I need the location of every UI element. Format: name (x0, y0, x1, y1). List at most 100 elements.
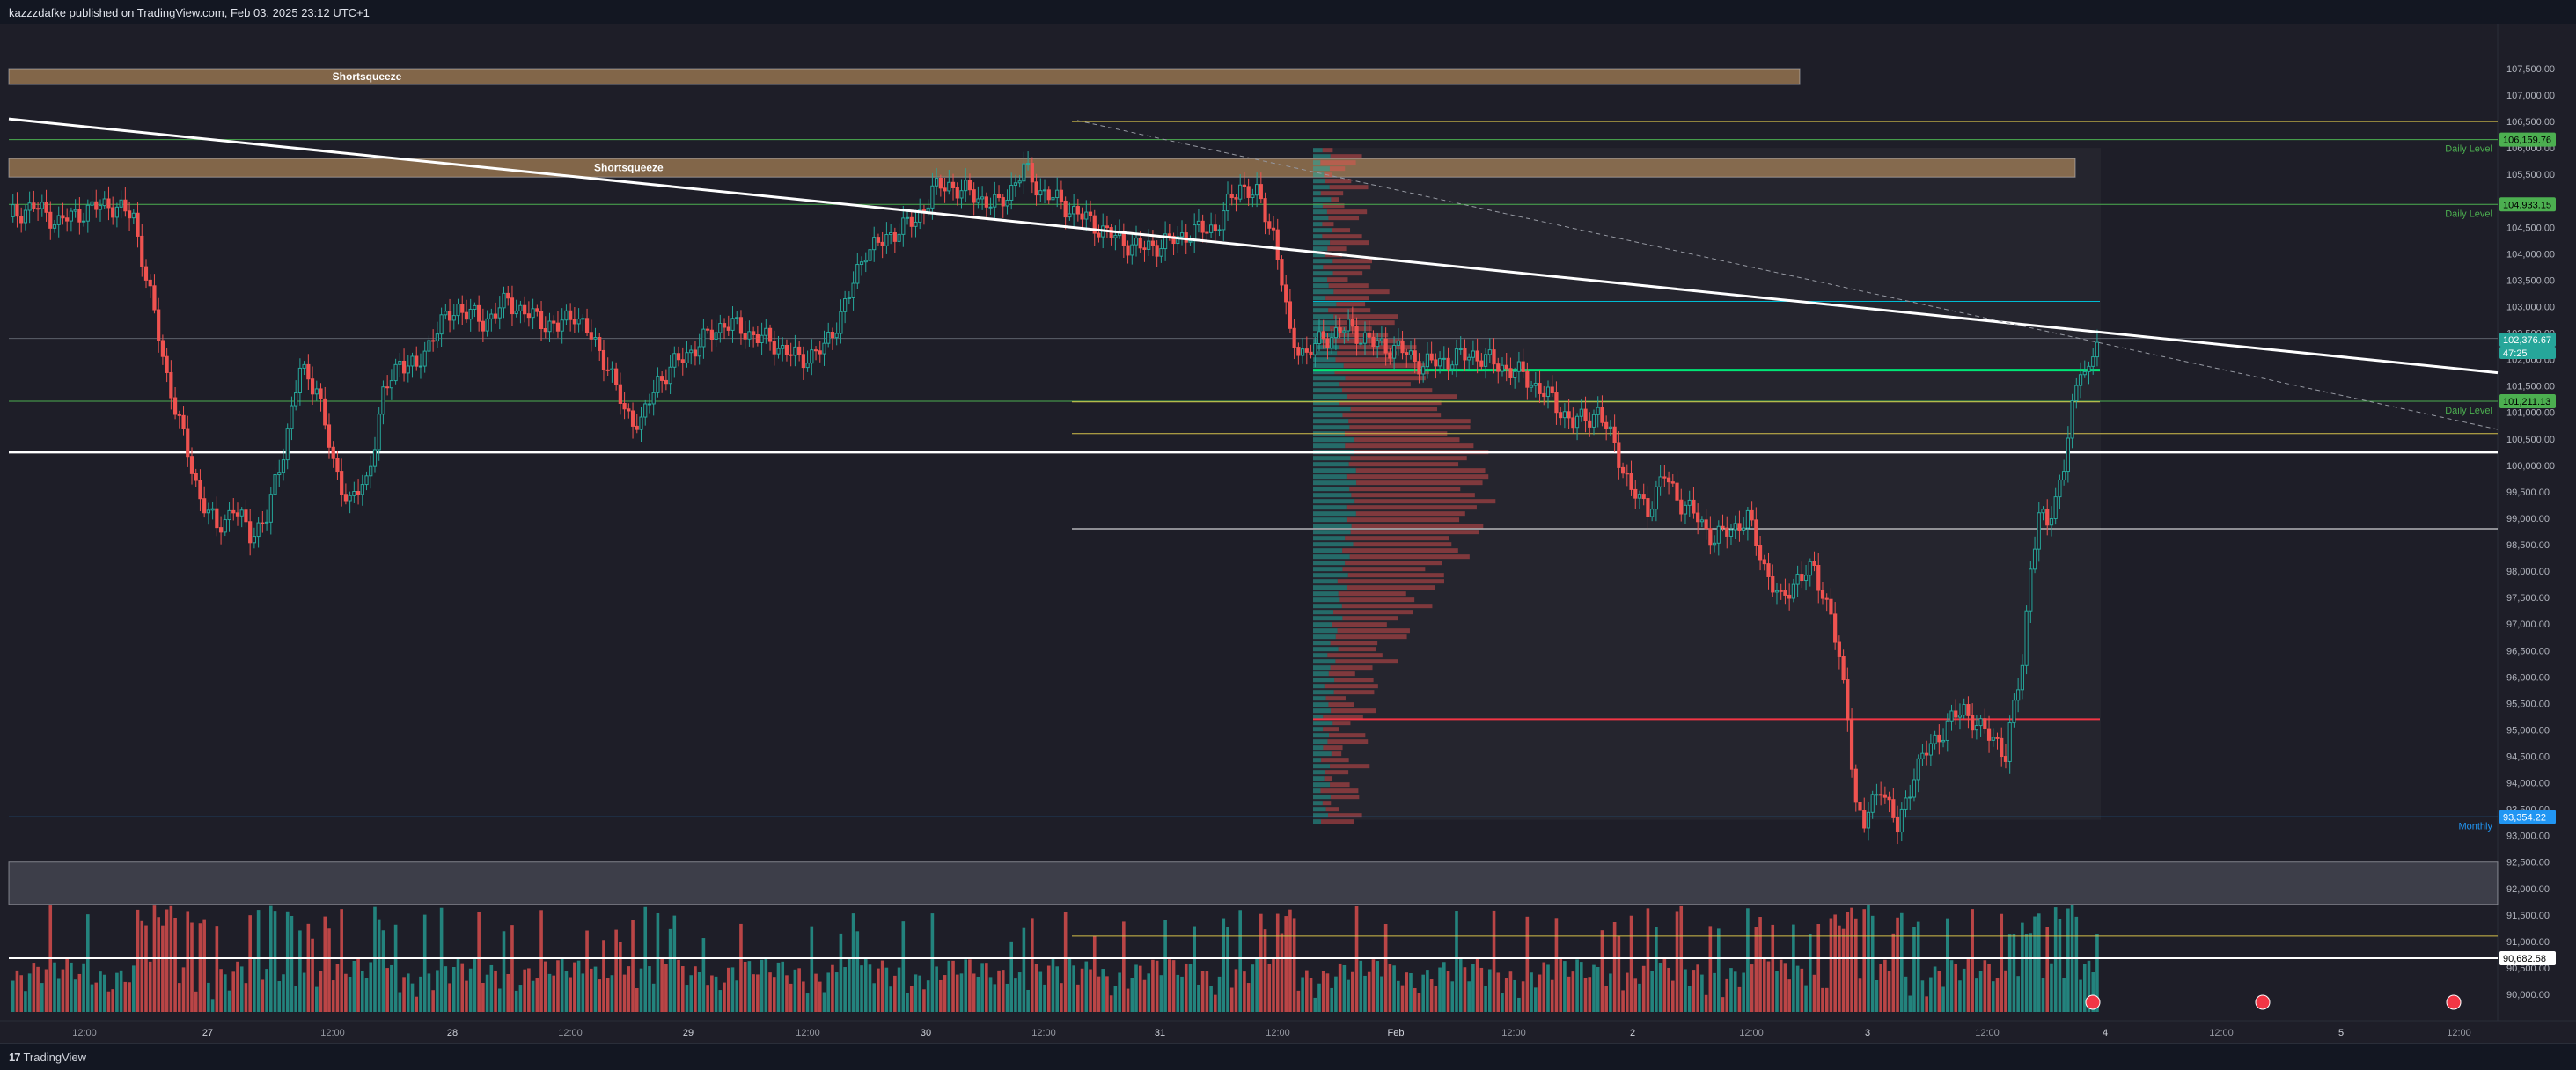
volume-bar (2091, 972, 2095, 1012)
profile-bar-up (1313, 659, 1336, 664)
volume-bar (1596, 966, 1600, 1012)
candle-down (401, 360, 407, 374)
candle-down (1275, 229, 1280, 260)
candle-down (784, 344, 789, 355)
candle-up (547, 320, 552, 333)
profile-bar-up (1313, 597, 1340, 603)
volume-bar (202, 919, 206, 1012)
profile-bar-up (1313, 591, 1339, 597)
volume-bar (331, 980, 335, 1012)
volume-bar (1650, 971, 1654, 1012)
price-tick: 94,500.00 (2506, 751, 2550, 762)
candle-up (2062, 471, 2066, 480)
candle-up (2024, 610, 2029, 666)
candle-up (393, 363, 398, 382)
volume-bar (1138, 965, 1142, 1012)
volume-bar (810, 926, 814, 1012)
candle-down (635, 425, 639, 430)
profile-bar-down (1338, 647, 1376, 652)
candle-down (1080, 213, 1084, 220)
candle-down (2003, 756, 2008, 762)
candle-up (935, 177, 939, 187)
volume-bar (1713, 972, 1716, 1012)
volume-bar (2066, 908, 2070, 1012)
volume-bar (1887, 971, 1891, 1012)
candle-down (1475, 350, 1479, 362)
profile-bar-up (1313, 370, 1335, 375)
candle-down (1750, 509, 1754, 521)
profile-bar-down (1348, 419, 1471, 424)
candle-down (1559, 412, 1563, 419)
candle-down (569, 310, 573, 320)
volume-bar (1563, 961, 1567, 1012)
volume-bar (585, 930, 589, 1012)
profile-bar-up (1313, 758, 1322, 763)
profile-bar-down (1327, 739, 1369, 744)
volume-bar (1675, 911, 1679, 1012)
candle-up (855, 264, 860, 284)
candle-down (584, 318, 590, 333)
volume-bar (531, 980, 535, 1012)
volume-bar (743, 961, 747, 1012)
volume-bar (298, 930, 302, 1012)
volume-bar (269, 905, 273, 1012)
profile-bar-up (1313, 542, 1354, 547)
candle-up (689, 349, 694, 354)
candle-down (1721, 525, 1725, 529)
candle-down (198, 480, 202, 500)
candle-up (398, 360, 402, 365)
volume-bar (1617, 935, 1621, 1012)
volume-bar (964, 959, 968, 1012)
price-tick: 100,500.00 (2506, 435, 2555, 445)
volume-bar (901, 921, 906, 1012)
symbol-name[interactable]: Bitcoin / U.S. Dollar, 1h, COINBASE (12, 30, 182, 42)
profile-bar-up (1313, 764, 1331, 769)
candle-down (1229, 194, 1234, 199)
volume-bar (1896, 917, 1899, 1012)
volume-bar (1475, 958, 1479, 1012)
profile-bar-down (1328, 283, 1369, 289)
candle-down (921, 209, 927, 213)
profile-bar-up (1313, 437, 1355, 443)
volume-bar (1546, 964, 1550, 1012)
candle-down (1829, 598, 1833, 615)
currency-selector[interactable]: USD (2502, 29, 2546, 47)
volume-bar (15, 970, 19, 1012)
volume-label[interactable]: Vol · BTC (12, 45, 58, 57)
candle-down (340, 471, 344, 495)
volume-bar (598, 979, 602, 1012)
profile-bar-down (1342, 567, 1426, 572)
candle-down (319, 388, 323, 399)
candle-down (880, 241, 884, 246)
volume-bar (1987, 964, 1991, 1012)
time-tick: 12:00 (1031, 1028, 1056, 1038)
candle-down (136, 212, 140, 237)
candle-up (993, 194, 997, 208)
footer-bar: 17 TradingView (0, 1043, 2576, 1070)
volume-bar (802, 981, 805, 1012)
volume-bar (2007, 934, 2012, 1012)
volume-bar (2033, 916, 2037, 1012)
candle-down (1925, 752, 1929, 756)
candle-up (348, 495, 352, 502)
volume-bar (648, 966, 651, 1012)
daily-level-label: Daily Level (2445, 209, 2492, 219)
volume-bar (1534, 987, 1538, 1012)
volume-bar (2004, 970, 2007, 1012)
candle-down (1367, 332, 1371, 338)
candle-up (1712, 542, 1717, 546)
volume-bar (1513, 979, 1516, 1012)
volume-bar (248, 915, 252, 1012)
volume-bar (527, 968, 531, 1012)
candle-down (1708, 528, 1713, 546)
candle-up (1346, 319, 1351, 332)
time-tick: 12:00 (72, 1028, 97, 1038)
candle-up (1113, 235, 1118, 238)
tradingview-logo[interactable]: 17 TradingView (9, 1051, 86, 1064)
profile-bar-up (1313, 715, 1324, 720)
candle-up (2020, 664, 2024, 691)
candle-up (868, 249, 872, 261)
candle-down (1837, 641, 1841, 657)
event-marker-icon (2446, 994, 2462, 1010)
